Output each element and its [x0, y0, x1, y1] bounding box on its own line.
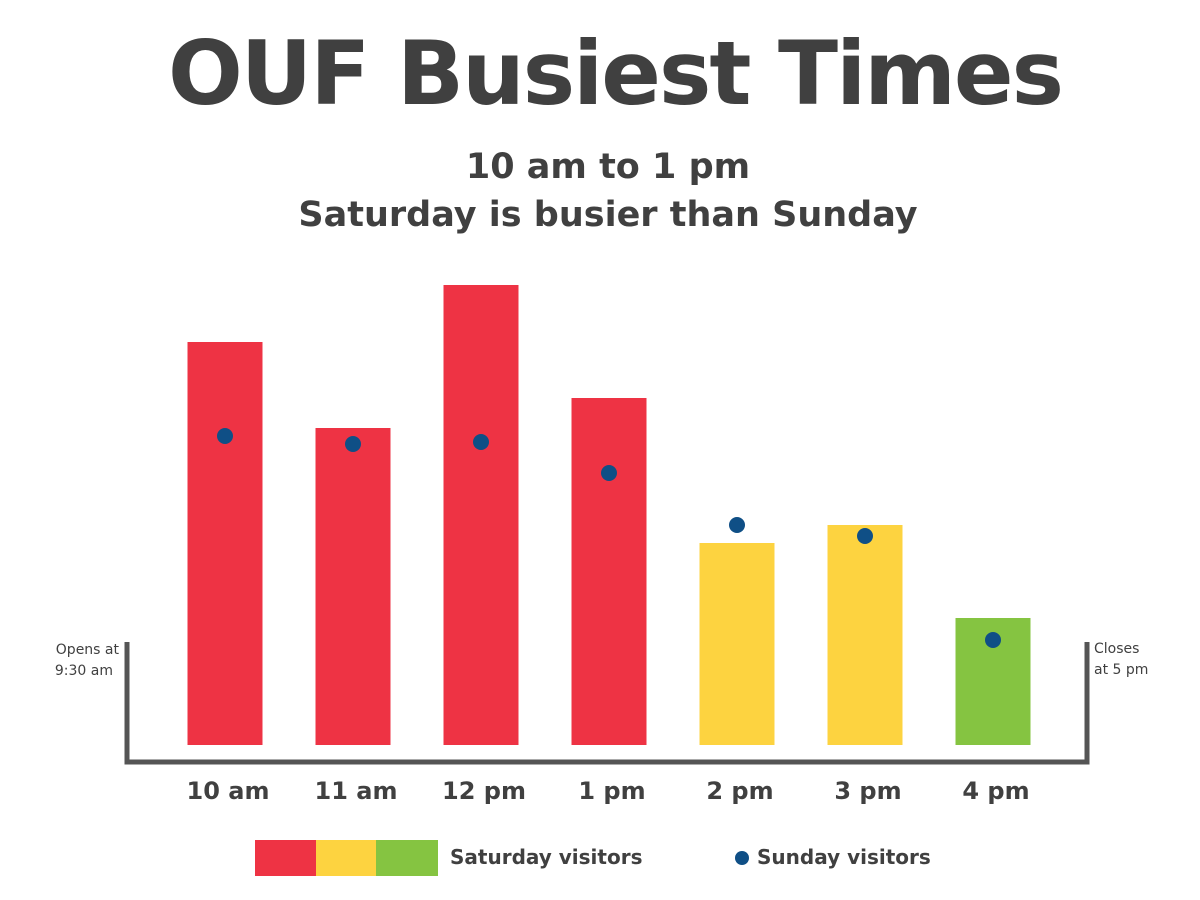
- x-tick-label-3-pm: 3 pm: [834, 777, 901, 805]
- x-tick-label-10-am: 10 am: [187, 777, 270, 805]
- saturday-bar-2-pm: [699, 543, 775, 745]
- sunday-dot-11-am: [345, 436, 361, 452]
- x-tick-label-2-pm: 2 pm: [706, 777, 773, 805]
- legend-sunday-dot: [735, 851, 749, 865]
- x-tick-label-11-am: 11 am: [315, 777, 398, 805]
- chart-title: OUF Busiest Times: [168, 22, 1064, 125]
- sunday-dot-2-pm: [729, 517, 745, 533]
- sunday-dot-3-pm: [857, 528, 873, 544]
- x-tick-label-1-pm: 1 pm: [578, 777, 645, 805]
- saturday-bar-11-am: [315, 428, 391, 745]
- x-axis-labels: 10 am 11 am 12 pm 1 pm 2 pm 3 pm 4 pm: [187, 777, 1030, 805]
- saturday-bar-10-am: [187, 342, 263, 745]
- chart-subtitle-line-2: Saturday is busier than Sunday: [298, 195, 918, 235]
- sunday-dot-10-am: [217, 428, 233, 444]
- opens-note-line-2: 9:30 am: [55, 663, 113, 679]
- closes-note-line-2: at 5 pm: [1094, 662, 1148, 678]
- x-axis-line: [124, 642, 1090, 765]
- sunday-dot-12-pm: [473, 434, 489, 450]
- saturday-bars: [187, 285, 1031, 745]
- closes-note-line-1: Closes: [1094, 641, 1139, 657]
- sunday-dot-1-pm: [601, 465, 617, 481]
- legend-swatch-yellow: [316, 840, 377, 876]
- saturday-bar-12-pm: [443, 285, 519, 745]
- saturday-bar-1-pm: [571, 398, 647, 745]
- saturday-bar-3-pm: [827, 525, 903, 745]
- legend-swatch-green: [376, 840, 438, 876]
- opens-note-line-1: Opens at: [56, 642, 120, 658]
- sunday-dots: [217, 428, 1001, 648]
- sunday-dot-4-pm: [985, 632, 1001, 648]
- legend: Saturday visitors Sunday visitors: [255, 840, 931, 876]
- x-tick-label-12-pm: 12 pm: [442, 777, 526, 805]
- legend-saturday-label: Saturday visitors: [450, 845, 642, 869]
- legend-sunday-label: Sunday visitors: [757, 845, 931, 869]
- x-tick-label-4-pm: 4 pm: [962, 777, 1029, 805]
- legend-swatch-red: [255, 840, 317, 876]
- chart-subtitle-line-1: 10 am to 1 pm: [465, 147, 751, 187]
